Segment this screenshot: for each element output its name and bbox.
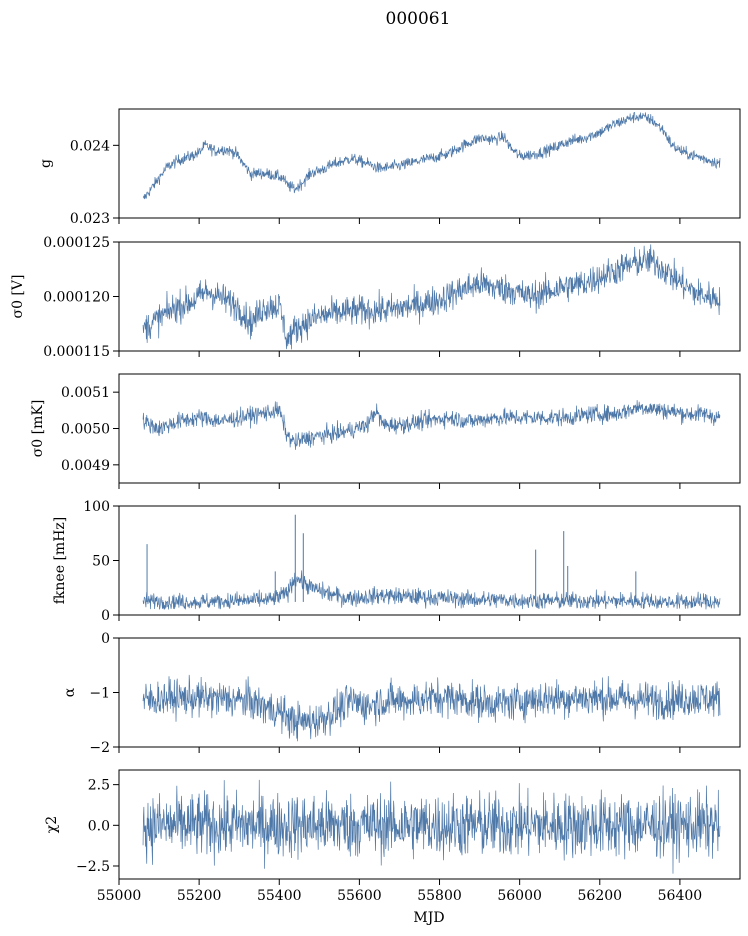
y-tick-label: 0.024	[70, 138, 110, 154]
panel-3: 0.0049 0.0050 0.0051 σ0 [mK]	[30, 373, 741, 489]
y-tick-label: 2.5	[88, 778, 110, 794]
plot-frame	[118, 769, 741, 880]
panel-2: 0.000115 0.000120 0.000125 σ0 [V]	[10, 235, 741, 360]
y-tick-label: 0.0050	[61, 422, 110, 438]
y-tick-label: −2.5	[76, 859, 110, 875]
x-tick-label: 55200	[177, 888, 222, 904]
y-axis-label: χ2	[44, 816, 60, 833]
x-tick-label: 55800	[417, 888, 462, 904]
y-tick-label: 0.0	[88, 818, 110, 834]
series-line	[142, 674, 721, 742]
y-tick-label: 50	[92, 554, 110, 570]
x-tick-label: 55400	[257, 888, 302, 904]
y-tick-label: 0.000115	[43, 344, 110, 360]
y-tick-label: 100	[83, 499, 110, 515]
series-line	[142, 570, 721, 610]
plot-frame	[118, 108, 741, 219]
series-line	[142, 400, 721, 450]
y-axis-label: σ0 [mK]	[30, 400, 46, 458]
y-tick-label: 0.0049	[61, 458, 110, 474]
figure-title: 000061	[386, 9, 451, 29]
y-axis-label: fknee [mHz]	[52, 517, 68, 605]
x-tick-label: 55000	[97, 888, 142, 904]
y-tick-label: 0.0051	[61, 385, 110, 401]
panel-5: −2 −1 0 α	[62, 631, 741, 756]
y-tick-label: 0	[101, 608, 110, 624]
y-tick-label: −1	[89, 686, 110, 702]
y-axis-label: σ0 [V]	[10, 275, 26, 319]
panel-6: −2.5 0.0 2.5 55000 55200 55400 55600 55800 56000…	[44, 769, 741, 904]
x-tick-label: 56400	[658, 888, 703, 904]
panel-1: 0.023 0.024 g	[38, 108, 741, 227]
x-axis-label: MJD	[413, 910, 444, 926]
x-tick-label: 56000	[497, 888, 542, 904]
panel-4: 0 50 100 fknee [mHz]	[52, 499, 741, 624]
series-line	[142, 779, 721, 874]
y-tick-label: 0.023	[70, 211, 110, 227]
series-line	[142, 244, 721, 350]
x-tick-label: 56200	[578, 888, 623, 904]
y-tick-label: −2	[89, 740, 110, 756]
y-tick-label: 0.000120	[43, 290, 110, 306]
y-axis-label: g	[38, 159, 54, 168]
x-tick-label: 55600	[337, 888, 382, 904]
series-line	[142, 112, 721, 200]
y-tick-label: 0.000125	[43, 235, 110, 251]
y-axis-label: α	[62, 687, 78, 697]
y-tick-label: 0	[101, 631, 110, 647]
plot-frame	[118, 373, 741, 484]
